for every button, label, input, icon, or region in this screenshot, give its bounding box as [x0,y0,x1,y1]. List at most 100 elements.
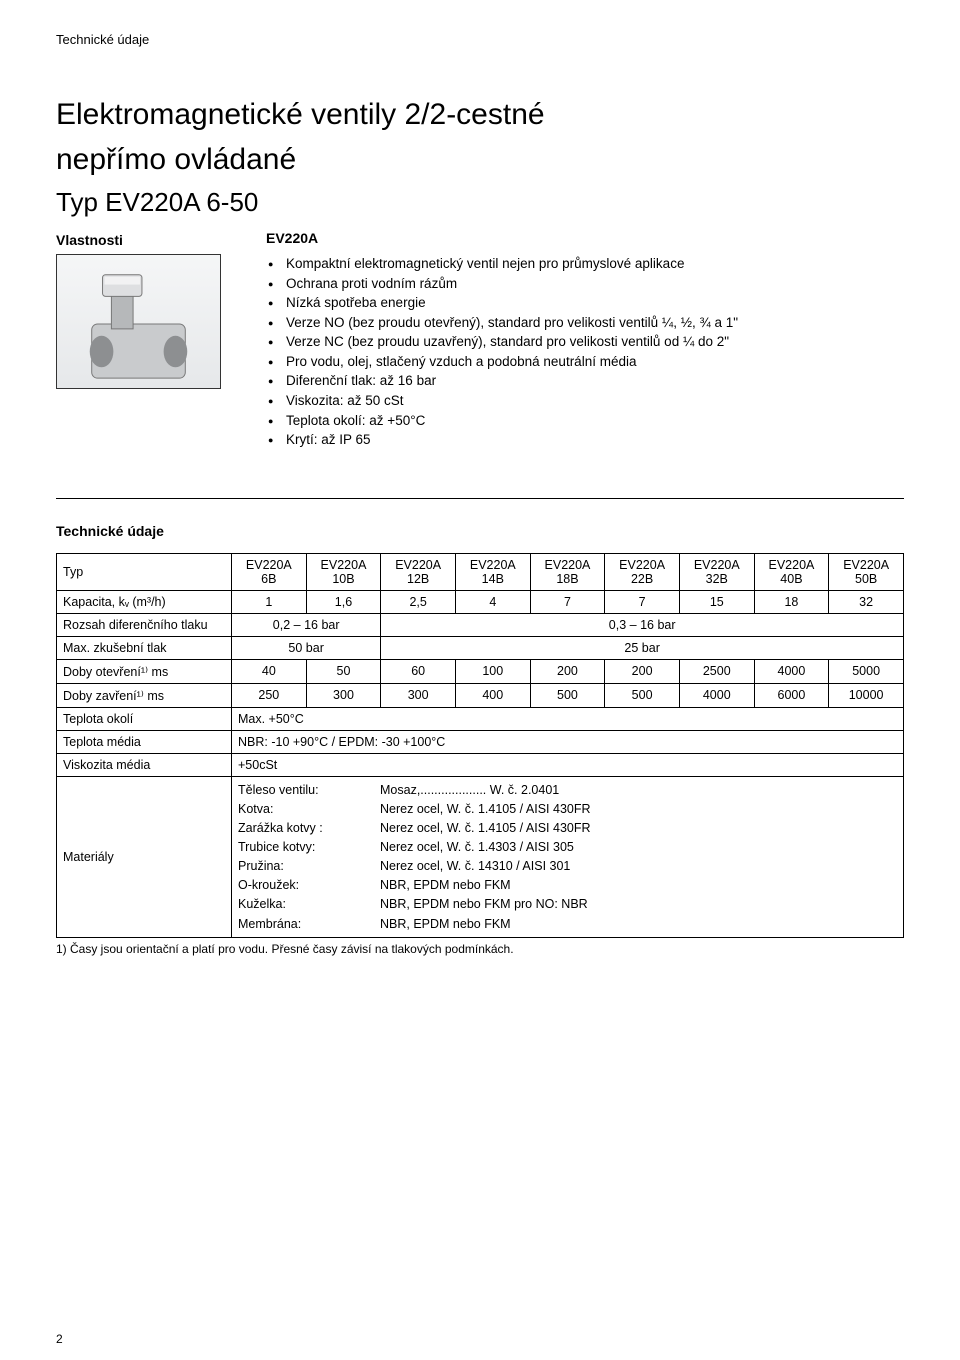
cell: 500 [605,683,680,707]
section-divider [56,498,904,499]
col-h-8: EV220A50B [829,553,904,590]
model-code: EV220A [266,230,904,246]
rh-kapacita: Kapacita, kᵥ (m³/h) [57,590,232,613]
feature-item: Kompaktní elektromagnetický ventil nejen… [282,254,904,274]
col-h-1: EV220A10B [306,553,381,590]
cell: 4000 [679,683,754,707]
col-h-5: EV220A22B [605,553,680,590]
cell: 2,5 [381,590,456,613]
material-key: Trubice kotvy: [238,838,368,856]
material-key: Zarážka kotvy : [238,819,368,837]
table-header-row: Typ EV220A6B EV220A10B EV220A12B EV220A1… [57,553,904,590]
tech-section-title: Technické údaje [56,523,904,539]
cell: 6000 [754,683,829,707]
title-line1: Elektromagnetické ventily 2/2-cestné [56,98,545,131]
cell: 4000 [754,659,829,683]
cell: 50 bar [232,636,381,659]
material-value: Mosaz,................... W. č. 2.0401 [380,781,897,799]
cell: 15 [679,590,754,613]
row-rozsah: Rozsah diferenčního tlaku 0,2 – 16 bar 0… [57,613,904,636]
rh-teplota-okoli: Teplota okolí [57,707,232,730]
row-viskozita: Viskozita média +50cSt [57,753,904,776]
feature-item: Verze NO (bez proudu otevřený), standard… [282,313,904,333]
rh-otevreni: Doby otevření¹⁾ ms [57,659,232,683]
material-key: Těleso ventilu: [238,781,368,799]
feature-item: Pro vodu, olej, stlačený vzduch a podobn… [282,352,904,372]
cell: 32 [829,590,904,613]
feature-item: Krytí: až IP 65 [282,430,904,450]
col-h-3: EV220A14B [455,553,530,590]
cell: 5000 [829,659,904,683]
cell: 18 [754,590,829,613]
rh-teplota-media: Teplota média [57,730,232,753]
feature-item: Viskozita: až 50 cSt [282,391,904,411]
row-otevreni: Doby otevření¹⁾ ms 40 50 60 100 200 200 … [57,659,904,683]
type-line: Typ EV220A 6-50 [56,187,904,218]
materials-cell: Těleso ventilu: Mosaz,...................… [232,776,904,937]
material-value: NBR, EPDM nebo FKM pro NO: NBR [380,895,897,913]
row-zavreni: Doby zavření¹⁾ ms 250 300 300 400 500 50… [57,683,904,707]
row-maxtlak: Max. zkušební tlak 50 bar 25 bar [57,636,904,659]
material-key: Kuželka: [238,895,368,913]
feature-item: Verze NC (bez proudu uzavřený), standard… [282,332,904,352]
cell: 2500 [679,659,754,683]
cell: 60 [381,659,456,683]
spec-table: Typ EV220A6B EV220A10B EV220A12B EV220A1… [56,553,904,938]
cell: 10000 [829,683,904,707]
doc-title: Elektromagnetické ventily 2/2-cestné nep… [56,95,904,179]
material-value: Nerez ocel, W. č. 14310 / AISI 301 [380,857,897,875]
row-teplota-media: Teplota média NBR: -10 +90°C / EPDM: -30… [57,730,904,753]
cell: 0,3 – 16 bar [381,613,904,636]
cell: 500 [530,683,605,707]
material-key: Kotva: [238,800,368,818]
rh-zavreni: Doby zavření¹⁾ ms [57,683,232,707]
cell: 300 [306,683,381,707]
row-materialy: Materiály Těleso ventilu: Mosaz,.........… [57,776,904,937]
cell: 25 bar [381,636,904,659]
col-h-2: EV220A12B [381,553,456,590]
col-h-4: EV220A18B [530,553,605,590]
cell: 200 [605,659,680,683]
col-h-7: EV220A40B [754,553,829,590]
cell: 1 [232,590,307,613]
footnote: 1) Časy jsou orientační a platí pro vodu… [56,942,904,956]
product-image [56,254,221,389]
cell: 100 [455,659,530,683]
cell: 7 [530,590,605,613]
page-number: 2 [56,1332,63,1346]
feature-item: Nízká spotřeba energie [282,293,904,313]
material-key: Pružina: [238,857,368,875]
title-line2: nepřímo ovládané [56,140,904,179]
cell: 0,2 – 16 bar [232,613,381,636]
feature-item: Teplota okolí: až +50°C [282,411,904,431]
rh-materialy: Materiály [57,776,232,937]
cell: 300 [381,683,456,707]
material-value: Nerez ocel, W. č. 1.4105 / AISI 430FR [380,819,897,837]
feature-item: Ochrana proti vodním rázům [282,274,904,294]
cell: Max. +50°C [232,707,904,730]
material-key: O-kroužek: [238,876,368,894]
material-value: NBR, EPDM nebo FKM [380,915,897,933]
rh-maxtlak: Max. zkušební tlak [57,636,232,659]
rh-viskozita: Viskozita média [57,753,232,776]
features-list: Kompaktní elektromagnetický ventil nejen… [266,254,904,450]
cell: NBR: -10 +90°C / EPDM: -30 +100°C [232,730,904,753]
row-kapacita: Kapacita, kᵥ (m³/h) 1 1,6 2,5 4 7 7 15 1… [57,590,904,613]
cell: 40 [232,659,307,683]
feature-item: Diferenční tlak: až 16 bar [282,371,904,391]
vlastnosti-label: Vlastnosti [56,230,266,248]
col-h-6: EV220A32B [679,553,754,590]
cell: 200 [530,659,605,683]
row-teplota-okoli: Teplota okolí Max. +50°C [57,707,904,730]
col-h-0: EV220A6B [232,553,307,590]
cell: 250 [232,683,307,707]
row-header-typ: Typ [57,553,232,590]
rh-rozsah: Rozsah diferenčního tlaku [57,613,232,636]
material-value: Nerez ocel, W. č. 1.4105 / AISI 430FR [380,800,897,818]
cell: 1,6 [306,590,381,613]
cell: 4 [455,590,530,613]
cell: 400 [455,683,530,707]
cell: 50 [306,659,381,683]
material-value: NBR, EPDM nebo FKM [380,876,897,894]
cell: +50cSt [232,753,904,776]
